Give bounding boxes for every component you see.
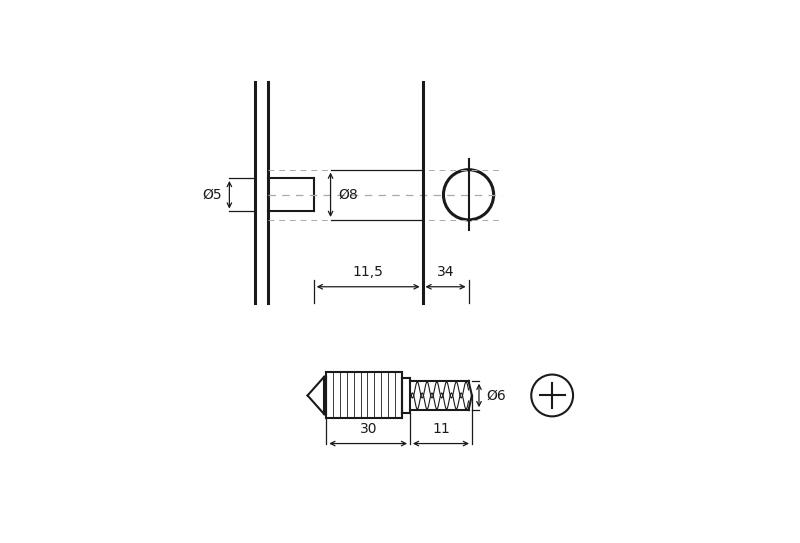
Text: Ø5: Ø5 — [202, 188, 222, 202]
Text: 30: 30 — [359, 422, 377, 436]
Text: Ø6: Ø6 — [486, 388, 506, 402]
Text: 11: 11 — [432, 422, 450, 436]
Text: Ø8: Ø8 — [338, 188, 358, 202]
Text: 11,5: 11,5 — [353, 265, 384, 279]
Text: 34: 34 — [437, 265, 454, 279]
